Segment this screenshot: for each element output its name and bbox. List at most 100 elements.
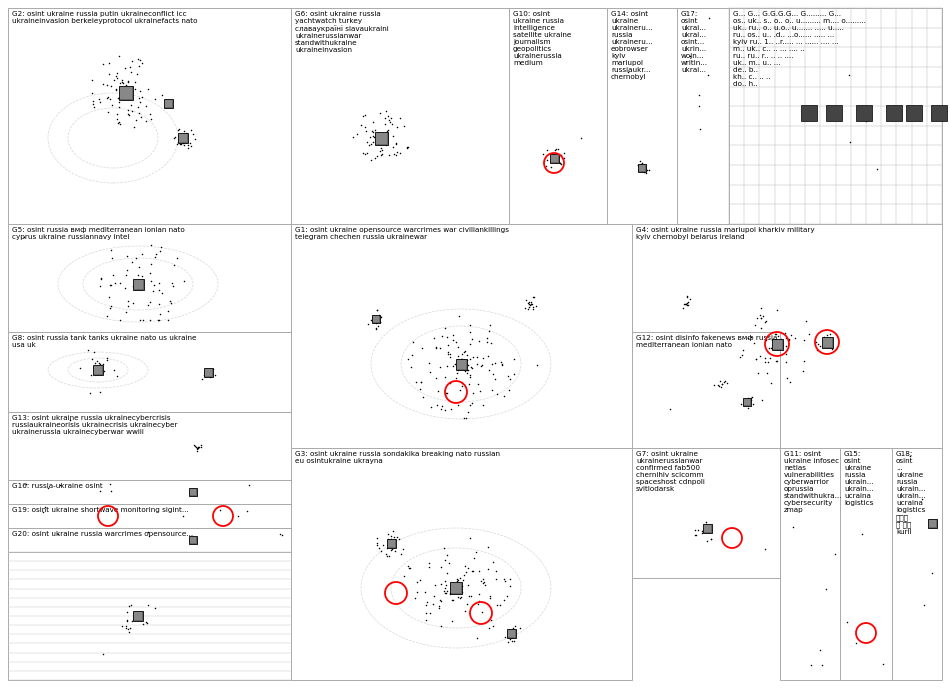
Point	[739, 394, 754, 405]
Point	[457, 570, 472, 581]
Point	[735, 344, 751, 355]
Point	[497, 575, 512, 586]
Point	[470, 378, 485, 389]
Point	[103, 478, 118, 489]
Point	[740, 393, 755, 404]
Point	[372, 316, 388, 327]
Bar	[375, 133, 387, 144]
Point	[554, 149, 569, 160]
Point	[465, 398, 480, 409]
Point	[132, 85, 147, 96]
Point	[129, 68, 144, 79]
Bar	[8, 412, 291, 480]
Point	[113, 314, 128, 325]
Point	[145, 286, 161, 297]
Point	[103, 245, 118, 256]
Point	[154, 89, 169, 100]
Point	[132, 614, 147, 625]
Point	[481, 564, 496, 575]
Point	[193, 440, 208, 451]
Point	[819, 330, 834, 341]
Point	[83, 369, 98, 380]
Point	[130, 279, 145, 290]
Point	[99, 355, 114, 366]
Point	[400, 561, 415, 572]
Point	[387, 531, 402, 542]
Point	[780, 372, 795, 383]
Point	[404, 362, 419, 373]
Point	[132, 314, 147, 325]
Point	[482, 622, 497, 633]
Point	[484, 337, 499, 348]
Point	[111, 102, 126, 113]
Point	[466, 552, 482, 563]
Point	[130, 610, 145, 621]
Point	[376, 133, 391, 144]
Point	[110, 108, 125, 119]
Point	[504, 627, 519, 638]
Point	[788, 332, 803, 343]
Point	[634, 158, 649, 169]
Point	[497, 632, 512, 643]
Point	[413, 377, 428, 388]
Point	[103, 94, 118, 105]
Point	[401, 353, 416, 364]
Point	[739, 396, 754, 407]
Point	[469, 632, 484, 643]
Point	[446, 582, 461, 593]
Point	[454, 380, 469, 391]
Point	[746, 337, 761, 348]
Point	[416, 391, 431, 402]
Point	[176, 130, 191, 141]
Point	[506, 354, 522, 365]
Point	[475, 573, 490, 584]
Point	[744, 332, 759, 343]
Bar	[550, 155, 558, 162]
Point	[124, 66, 139, 77]
Point	[115, 76, 130, 87]
Point	[413, 376, 428, 387]
Point	[357, 149, 372, 160]
Point	[109, 114, 124, 125]
Point	[522, 299, 538, 310]
Point	[384, 113, 399, 124]
Point	[433, 578, 448, 589]
Point	[104, 279, 119, 290]
Bar	[772, 339, 782, 349]
Point	[371, 542, 387, 553]
Point	[688, 530, 703, 541]
Point	[755, 310, 770, 321]
Point	[366, 116, 381, 127]
Bar	[826, 105, 842, 120]
Point	[95, 649, 110, 660]
Point	[375, 136, 390, 147]
Point	[106, 365, 122, 376]
Point	[125, 298, 141, 309]
Point	[147, 603, 162, 614]
Point	[461, 562, 476, 573]
Point	[753, 312, 769, 323]
Point	[433, 404, 448, 415]
Point	[389, 531, 404, 542]
Point	[177, 140, 192, 151]
Point	[85, 87, 100, 98]
Point	[97, 366, 112, 377]
Point	[417, 586, 432, 597]
Point	[548, 145, 563, 156]
Point	[17, 232, 32, 243]
Point	[547, 153, 562, 164]
Point	[421, 357, 436, 368]
Point	[120, 614, 135, 625]
Point	[749, 354, 764, 365]
Point	[376, 133, 391, 144]
Point	[466, 566, 481, 577]
Point	[369, 323, 384, 334]
Point	[782, 334, 797, 345]
Point	[521, 304, 536, 315]
Point	[375, 539, 390, 550]
Point	[812, 341, 827, 352]
Point	[458, 606, 473, 617]
Point	[111, 97, 126, 108]
Point	[100, 352, 115, 363]
Point	[123, 599, 138, 610]
